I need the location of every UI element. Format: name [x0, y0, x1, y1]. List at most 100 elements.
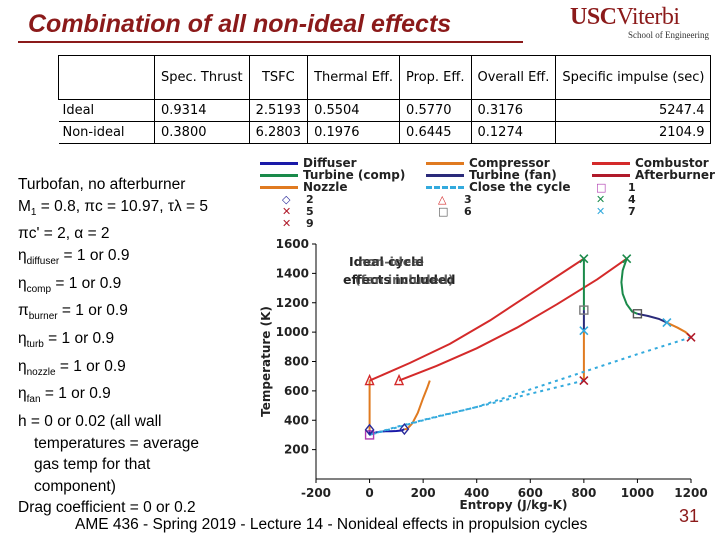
title-divider — [18, 41, 523, 43]
chart-annotation: Ideal cycle — [349, 254, 424, 269]
legend-label-3: 3 — [464, 193, 472, 206]
legend-compressor: Compressor — [426, 157, 550, 170]
param-line: ηdiffuser = 1 or 0.9 — [18, 246, 130, 267]
chart-annotation: (fan included) — [355, 272, 454, 287]
param-line: ηturb = 1 or 0.9 — [18, 329, 115, 351]
chart-annotation: non-ideal — [358, 254, 424, 269]
legend-marker-4: ✕ — [596, 193, 606, 206]
legend-marker-2: ◇ — [282, 193, 291, 206]
table-cell: 0.1274 — [470, 121, 557, 144]
table-row: Ideal 0.9314 2.5193 0.5504 0.5770 0.3176… — [58, 99, 712, 122]
legend-marker-6: □ — [438, 205, 449, 218]
param-line: ηnozzle = 1 or 0.9 — [18, 357, 126, 378]
table-cell: 5247.4 — [555, 99, 712, 122]
table-cell: 2.5193 — [248, 99, 309, 122]
state-marker-1 — [364, 430, 375, 440]
table-cell: 0.3176 — [470, 99, 557, 122]
x-tick-label: 400 — [464, 486, 489, 500]
parameter-list: Turbofan, no afterburner M1 = 0.8, πc = … — [18, 174, 243, 519]
table-cell: 0.1976 — [307, 121, 401, 144]
legend-label-9: 9 — [306, 217, 314, 230]
series-turbine_comp-line — [620, 258, 638, 315]
y-axis-label: Temperature (K) — [259, 306, 273, 417]
col-prop-eff: Prop. Eff. — [399, 55, 472, 100]
y-tick-label: 400 — [284, 413, 309, 427]
table-cell: 0.9314 — [154, 99, 250, 122]
y-tick-label: 1000 — [276, 325, 309, 339]
legend-afterburner: Afterburner — [592, 169, 715, 182]
legend-label-6: 6 — [464, 205, 472, 218]
param-line: ηcomp = 1 or 0.9 — [18, 274, 122, 295]
x-tick-label: 1200 — [674, 486, 707, 500]
legend-turbine-comp: Turbine (comp) — [260, 169, 405, 182]
table-row: Non-ideal 0.3800 6.2803 0.1976 0.6445 0.… — [58, 121, 712, 144]
state-marker-2 — [364, 423, 375, 436]
logo-wordmark: USCViterbi — [570, 4, 680, 30]
x-tick-label: 1000 — [621, 486, 654, 500]
slide-title: Combination of all non-ideal effects — [28, 10, 452, 38]
x-tick-label: 0 — [365, 486, 373, 500]
state-marker-6 — [579, 305, 589, 315]
table-cell: 0.6445 — [399, 121, 472, 144]
param-line: component) — [34, 477, 116, 495]
legend-marker-3: △ — [438, 193, 447, 206]
slide-footer: AME 436 - Spring 2019 - Lecture 14 - Non… — [75, 516, 588, 533]
legend-marker-7: ✕ — [596, 205, 606, 218]
state-marker-4 — [622, 254, 632, 264]
legend-diffuser: Diffuser — [260, 157, 357, 170]
row-label-ideal: Ideal — [58, 99, 155, 122]
param-line: M1 = 0.8, πc = 10.97, τλ = 5 — [18, 197, 208, 218]
col-spec-thrust: Spec. Thrust — [154, 55, 250, 100]
param-line: Turbofan, no afterburner — [18, 176, 186, 193]
y-tick-label: 1600 — [276, 237, 309, 251]
results-table: Spec. Thrust TSFC Thermal Eff. Prop. Eff… — [58, 55, 712, 144]
col-thermal-eff: Thermal Eff. — [307, 55, 401, 100]
x-axis-label: Entropy (J/kg-K) — [460, 498, 568, 512]
state-marker-5 — [579, 376, 589, 386]
y-tick-label: 600 — [284, 384, 309, 398]
series-compressor-line — [404, 380, 431, 431]
state-marker-4 — [579, 254, 589, 264]
series-combustor-line — [369, 257, 585, 382]
x-tick-label: 600 — [518, 486, 543, 500]
state-marker-3 — [364, 373, 375, 386]
legend-label-4: 4 — [628, 193, 636, 206]
usc-viterbi-logo: USCViterbi School of Engineering — [570, 4, 715, 44]
state-marker-3 — [393, 373, 405, 386]
logo-school: School of Engineering — [628, 30, 709, 40]
legend-label-2: 2 — [306, 193, 314, 206]
table-cell: 0.5504 — [307, 99, 401, 122]
x-tick-label: 200 — [411, 486, 436, 500]
table-cell: 2104.9 — [555, 121, 712, 144]
state-marker-2 — [399, 422, 410, 436]
series-turbine_fan-line — [637, 312, 668, 324]
col-tsfc: TSFC — [248, 55, 309, 100]
page-number: 31 — [679, 506, 700, 526]
param-line: πburner = 1 or 0.9 — [18, 302, 128, 323]
series-combustor-line — [398, 257, 628, 382]
row-label-non-ideal: Non-ideal — [58, 121, 155, 144]
param-line: Drag coefficient = 0 or 0.2 — [18, 499, 196, 517]
y-tick-label: 1400 — [276, 266, 309, 280]
table-header-row: Spec. Thrust TSFC Thermal Eff. Prop. Eff… — [58, 55, 712, 100]
param-line: πc' = 2, α = 2 — [18, 225, 110, 243]
state-marker-6 — [632, 309, 643, 319]
y-tick-label: 800 — [284, 355, 309, 369]
chart-annotation: effects included — [343, 272, 455, 287]
param-line: temperatures = average — [34, 434, 199, 452]
series-close-line — [369, 379, 585, 436]
legend-label-5: 5 — [306, 205, 314, 218]
state-marker-9 — [686, 332, 696, 342]
x-tick-label: -200 — [301, 486, 331, 500]
table-cell: 0.3800 — [154, 121, 250, 144]
legend-marker-1: □ — [596, 181, 607, 194]
legend-label-7: 7 — [628, 205, 636, 218]
y-tick-label: 1200 — [276, 296, 309, 310]
table-corner — [58, 55, 155, 100]
legend-nozzle: Nozzle — [260, 181, 348, 194]
table-cell: 6.2803 — [248, 121, 309, 144]
param-line: gas temp for that — [34, 456, 151, 474]
col-specific-impulse: Specific impulse (sec) — [555, 55, 712, 100]
series-nozzle-line — [666, 321, 692, 339]
y-tick-label: 200 — [284, 443, 309, 457]
